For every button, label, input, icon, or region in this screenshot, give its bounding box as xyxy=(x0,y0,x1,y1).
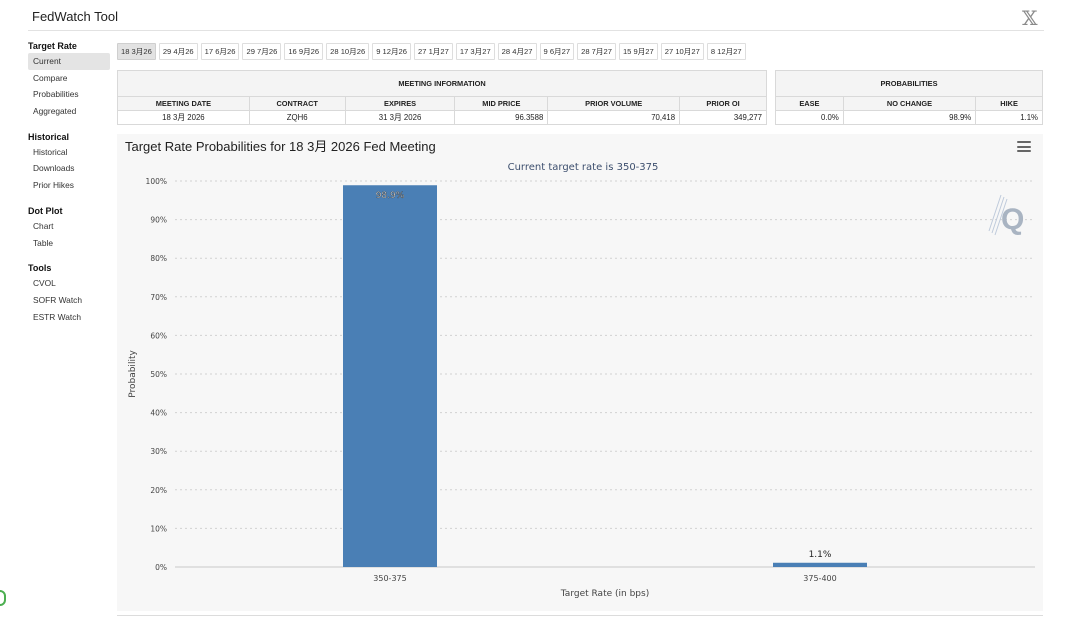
meeting-info-title: MEETING INFORMATION xyxy=(117,70,767,97)
col-ease: EASE xyxy=(775,96,844,111)
sidebar-item-estr-watch[interactable]: ESTR Watch xyxy=(33,311,82,322)
mid-price-value: 96.3588 xyxy=(454,110,549,125)
meeting-date-tabs: 18 3月26 29 4月26 17 6月26 29 7月26 16 9月26 28 10… xyxy=(117,43,746,60)
expires-value: 31 3月 2026 xyxy=(344,110,456,125)
y-tick-label: 0% xyxy=(155,563,167,572)
meeting-tab[interactable]: 28 4月27 xyxy=(497,43,537,60)
x-tick-label: 375-400 xyxy=(803,574,836,583)
bar xyxy=(773,562,867,567)
chart-panel: Target Rate Probabilities for 18 3月 2026… xyxy=(117,134,1043,611)
q-logo-icon: Q xyxy=(988,194,1024,236)
sidebar-item-prior-hikes[interactable]: Prior Hikes xyxy=(33,180,74,191)
sidebar-item-compare[interactable]: Compare xyxy=(33,72,68,83)
sidebar-item-table[interactable]: Table xyxy=(33,237,54,248)
sidebar-item-probabilities[interactable]: Probabilities xyxy=(33,89,79,100)
col-prior-volume: PRIOR VOLUME xyxy=(547,96,681,111)
meeting-tab[interactable]: 17 6月26 xyxy=(200,43,240,60)
probability-chart: Target Rate Probabilities for 18 3月 2026… xyxy=(125,139,1035,599)
y-axis-title: Probability xyxy=(128,350,138,398)
y-tick-label: 50% xyxy=(150,370,167,379)
sidebar-item-sofr-watch[interactable]: SOFR Watch xyxy=(33,294,83,305)
sidebar-item-aggregated[interactable]: Aggregated xyxy=(33,106,77,117)
contract-value: ZQH6 xyxy=(248,110,346,125)
meeting-date-value: 18 3月 2026 xyxy=(117,110,250,125)
hike-value: 1.1% xyxy=(975,110,1043,125)
meeting-tab[interactable]: 29 7月26 xyxy=(242,43,282,60)
table-row: 0.0% 98.9% 1.1% xyxy=(775,110,1043,125)
chart-title: Target Rate Probabilities for 18 3月 2026… xyxy=(125,139,436,154)
prior-volume-value: 70,418 xyxy=(547,110,681,125)
meeting-tab[interactable]: 16 9月26 xyxy=(284,43,324,60)
svg-text:Q: Q xyxy=(1001,203,1024,236)
meeting-tab[interactable]: 17 3月27 xyxy=(455,43,495,60)
meeting-tab[interactable]: 29 4月26 xyxy=(158,43,198,60)
sidebar: Target Rate Current Compare Probabilities Ag… xyxy=(28,40,110,325)
meeting-tab[interactable]: 9 6月27 xyxy=(539,43,575,60)
ease-value: 0.0% xyxy=(775,110,844,125)
y-tick-label: 30% xyxy=(150,447,167,456)
col-expires: EXPIRES xyxy=(344,96,456,111)
y-tick-label: 10% xyxy=(150,524,167,533)
meeting-tab[interactable]: 27 1月27 xyxy=(414,43,453,60)
chart-menu-icon[interactable] xyxy=(1017,141,1031,154)
x-tick-label: 350-375 xyxy=(373,574,406,583)
probabilities-title: PROBABILITIES xyxy=(775,70,1043,97)
sidebar-section-tools: Tools xyxy=(28,263,52,274)
y-tick-label: 60% xyxy=(150,331,167,340)
table-row: 18 3月 2026 ZQH6 31 3月 2026 96.3588 70,41… xyxy=(117,110,767,125)
meeting-tab[interactable]: 8 12月27 xyxy=(706,43,746,60)
app-title: FedWatch Tool xyxy=(32,9,118,24)
sidebar-item-cvol[interactable]: CVOL xyxy=(33,278,56,289)
close-icon[interactable]: 𝕏 xyxy=(1022,6,1038,30)
meeting-tab[interactable]: 28 10月26 xyxy=(326,43,370,60)
meeting-tab[interactable]: 15 9月27 xyxy=(618,43,658,60)
col-contract: CONTRACT xyxy=(248,96,346,111)
meeting-tab[interactable]: 27 10月27 xyxy=(660,43,704,60)
y-tick-label: 20% xyxy=(150,486,167,495)
col-mid-price: MID PRICE xyxy=(454,96,549,111)
sidebar-section-target-rate: Target Rate xyxy=(28,41,77,51)
bar-data-label: 98.9% xyxy=(376,191,405,201)
bar-data-label: 1.1% xyxy=(809,550,832,560)
sidebar-section-historical: Historical xyxy=(28,131,70,142)
meeting-tab[interactable]: 9 12月26 xyxy=(372,43,412,60)
col-prior-oi: PRIOR OI xyxy=(679,96,767,111)
sidebar-item-downloads[interactable]: Downloads xyxy=(33,163,75,174)
meeting-info-table: MEETING INFORMATION MEETING DATE CONTRAC… xyxy=(117,70,767,125)
col-meeting-date: MEETING DATE xyxy=(117,96,250,111)
floating-widget[interactable] xyxy=(0,590,6,606)
sidebar-item-historical[interactable]: Historical xyxy=(33,146,68,157)
y-tick-label: 80% xyxy=(150,254,167,263)
footer-divider xyxy=(117,615,1043,616)
probabilities-table: PROBABILITIES EASE NO CHANGE HIKE 0.0% 9… xyxy=(775,70,1043,125)
meeting-tab[interactable]: 18 3月26 xyxy=(117,43,156,60)
no-change-value: 98.9% xyxy=(842,110,977,125)
col-hike: HIKE xyxy=(975,96,1043,111)
sidebar-item-current[interactable]: Current xyxy=(28,53,110,70)
y-tick-label: 90% xyxy=(150,216,167,225)
col-no-change: NO CHANGE xyxy=(842,96,977,111)
meeting-tab[interactable]: 28 7月27 xyxy=(577,43,616,60)
x-axis-title: Target Rate (in bps) xyxy=(560,589,649,599)
chart-subtitle: Current target rate is 350-375 xyxy=(508,162,659,173)
y-tick-label: 40% xyxy=(150,409,167,418)
y-tick-label: 100% xyxy=(146,177,167,186)
sidebar-section-dot-plot: Dot Plot xyxy=(28,205,63,216)
y-tick-label: 70% xyxy=(150,293,167,302)
bar xyxy=(343,185,437,567)
prior-oi-value: 349,277 xyxy=(679,110,767,125)
header-divider xyxy=(28,30,1044,31)
sidebar-item-chart[interactable]: Chart xyxy=(33,220,54,231)
